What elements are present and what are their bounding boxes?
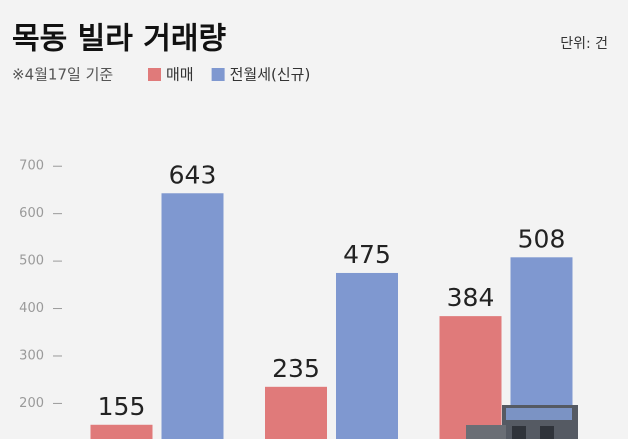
y-tick-label: 700 bbox=[19, 159, 44, 174]
legend: 매매 전월세(신규) bbox=[148, 66, 310, 84]
y-tick-label: 500 bbox=[19, 254, 44, 269]
value-label: 643 bbox=[169, 160, 217, 189]
building-illustration bbox=[466, 405, 578, 439]
value-label: 155 bbox=[98, 392, 146, 421]
chart-title: 목동 빌라 거래량 bbox=[12, 22, 226, 57]
legend-label: 매매 bbox=[166, 66, 194, 84]
building-roof bbox=[506, 408, 572, 420]
unit-label: 단위: 건 bbox=[560, 36, 608, 52]
bar bbox=[439, 316, 502, 439]
window bbox=[512, 426, 526, 439]
y-tick-label: 300 bbox=[19, 348, 44, 363]
bar bbox=[90, 424, 153, 439]
y-tick-label: 400 bbox=[19, 301, 44, 316]
y-tick-label: 600 bbox=[19, 206, 44, 221]
value-label: 475 bbox=[343, 240, 391, 269]
value-label: 508 bbox=[518, 224, 566, 253]
note: ※4월17일 기준 bbox=[12, 66, 113, 84]
y-tick-label: 200 bbox=[19, 396, 44, 411]
legend-label: 전월세(신규) bbox=[230, 66, 311, 84]
value-label: 384 bbox=[447, 283, 495, 312]
building bbox=[466, 425, 506, 439]
bar bbox=[265, 386, 327, 439]
legend-swatch bbox=[211, 68, 225, 81]
bar bbox=[161, 193, 224, 439]
value-label: 235 bbox=[272, 354, 320, 383]
legend-swatch bbox=[148, 68, 161, 81]
window bbox=[540, 426, 554, 439]
bar bbox=[336, 272, 398, 439]
